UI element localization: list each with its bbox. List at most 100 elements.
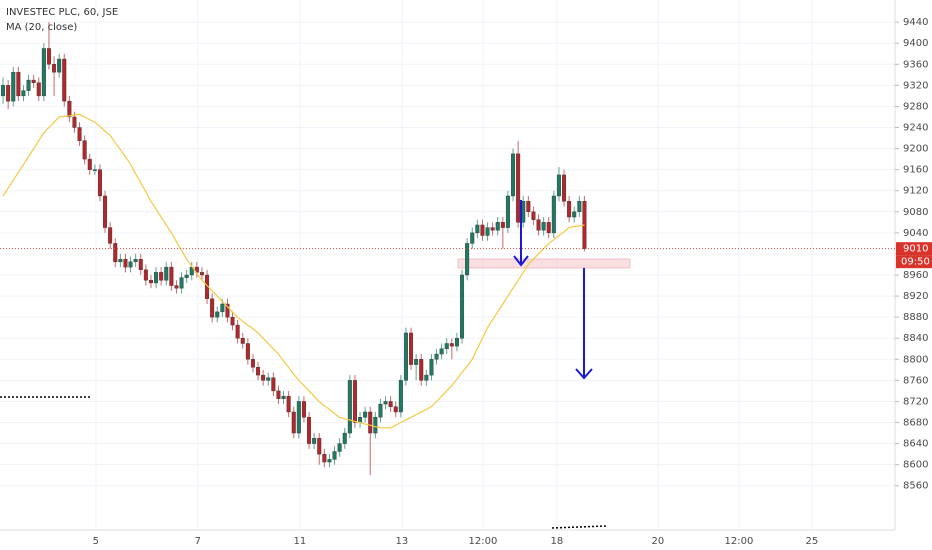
chart-title: INVESTEC PLC, 60, JSE: [6, 7, 118, 18]
candle-body: [138, 259, 143, 270]
candle-body: [250, 359, 255, 368]
y-tick-label: 9320: [903, 80, 928, 91]
candle-body: [67, 100, 72, 118]
price-label-box: [896, 242, 932, 256]
candle-body: [286, 395, 291, 413]
candle-body: [296, 401, 301, 434]
resistance-zone: [457, 258, 631, 269]
plot: [0, 22, 895, 476]
candle-body: [21, 90, 26, 97]
candle-body: [495, 222, 500, 231]
candle-body: [444, 343, 449, 349]
candle-body: [266, 377, 271, 381]
candle-body: [87, 158, 92, 170]
candle-body: [271, 377, 276, 392]
candle-body: [500, 222, 505, 228]
candle-body: [368, 411, 373, 434]
y-tick-label: 8720: [903, 396, 928, 407]
candle-body: [220, 303, 225, 313]
candle-body: [409, 332, 414, 365]
candle-body: [505, 195, 510, 228]
candle-body: [577, 201, 582, 212]
candle-body: [143, 269, 148, 281]
y-tick-label: 8920: [903, 291, 928, 302]
candle-body: [123, 259, 128, 268]
candle-body: [240, 338, 245, 344]
x-tick-label: 18: [551, 536, 564, 547]
candle-body: [414, 359, 419, 365]
candle-body: [230, 316, 235, 326]
candle-body: [62, 58, 67, 102]
candle-body: [327, 459, 332, 463]
candle-body: [108, 227, 113, 244]
candle-body: [490, 227, 495, 231]
candle-body: [103, 195, 108, 228]
candle-body: [133, 259, 138, 263]
y-tick-label: 8800: [903, 354, 928, 365]
candle-body: [41, 48, 46, 97]
y-tick-label: 8880: [903, 312, 928, 323]
candle-body: [516, 153, 521, 223]
arrows: [513, 200, 593, 380]
candle-body: [26, 79, 31, 91]
candle-body: [347, 380, 352, 434]
y-tick-label: 9440: [903, 17, 928, 28]
candle-body: [337, 443, 342, 452]
candle-body: [77, 127, 82, 141]
candle-body: [97, 169, 102, 197]
candle-body: [194, 266, 199, 273]
y-tick-label: 8640: [903, 439, 928, 450]
y-tick-label: 8680: [903, 418, 928, 429]
candle-body: [424, 374, 429, 381]
candle-body: [174, 285, 179, 289]
candle-body: [245, 343, 250, 360]
x-tick-label: 5: [93, 536, 99, 547]
x-tick-label: 11: [293, 536, 306, 547]
y-tick-label: 8600: [903, 460, 928, 471]
candle-body: [562, 174, 567, 202]
candle-body: [572, 211, 577, 218]
candle-body: [92, 169, 97, 171]
candle-body: [460, 274, 465, 339]
x-tick-label: 12:00: [725, 536, 754, 547]
candle-body: [352, 380, 357, 423]
candle-body: [373, 417, 378, 434]
candle-body: [439, 348, 444, 355]
candle-body: [72, 116, 77, 128]
candle-body: [307, 417, 312, 444]
countdown-box: [896, 255, 932, 269]
x-tick-label: 12:00: [469, 536, 498, 547]
candle-body: [235, 324, 240, 339]
candle-body: [210, 298, 215, 318]
candle-body: [388, 401, 393, 407]
ma-line: [2, 113, 585, 429]
candle-body: [261, 374, 266, 381]
countdown-label: 09:50: [901, 257, 930, 268]
x-tick-label: 7: [195, 536, 201, 547]
candle-body: [475, 224, 480, 234]
y-tick-label: 8760: [903, 375, 928, 386]
y-tick-label: 9160: [903, 165, 928, 176]
x-tick-label: 13: [395, 536, 408, 547]
y-tick-label: 9080: [903, 207, 928, 218]
candle-body: [526, 201, 531, 212]
axis-labels: 8560 8600 8640 8680 8720 8760 8800 8840 8880 8920…: [93, 17, 932, 547]
candle-body: [383, 401, 388, 405]
candle-body: [378, 403, 383, 418]
candle-body: [465, 243, 470, 276]
y-tick-label: 8960: [903, 270, 928, 281]
candle-body: [1, 85, 6, 97]
candle-body: [403, 332, 408, 381]
candle-body: [419, 359, 424, 381]
candle-body: [46, 48, 51, 65]
candle-body: [225, 303, 230, 318]
arrow-head: [575, 368, 593, 380]
candle-body: [322, 453, 327, 463]
candle-body: [531, 211, 536, 220]
dotted-line: [551, 525, 607, 529]
candle-body: [215, 311, 220, 318]
candle-body: [301, 401, 306, 418]
x-tick-label: 20: [651, 536, 664, 547]
candle-body: [82, 140, 87, 160]
